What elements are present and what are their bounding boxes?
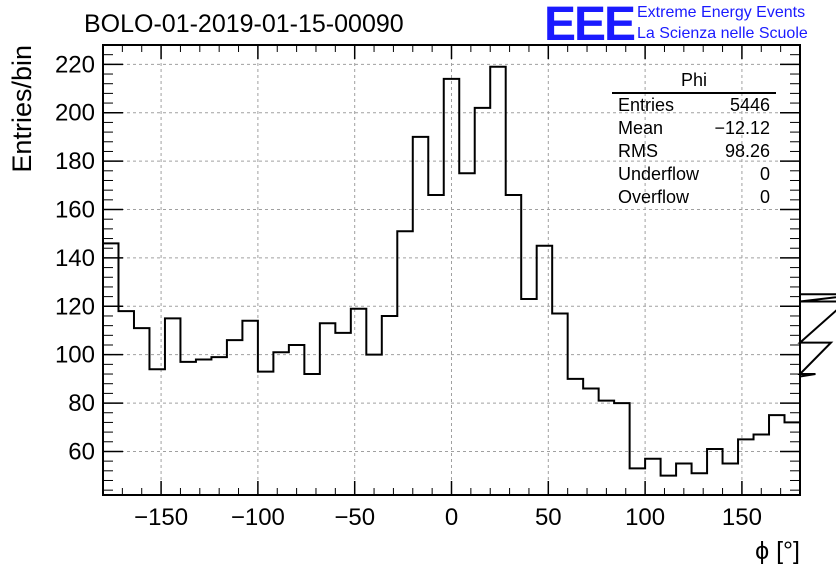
histogram-bin — [459, 173, 474, 495]
histogram-bin — [630, 468, 645, 495]
histogram-bin — [723, 464, 738, 495]
histogram-bin — [289, 345, 304, 495]
x-tick-label: −50 — [334, 504, 375, 531]
x-tick-label: 100 — [625, 504, 665, 531]
x-tick-label: 50 — [535, 504, 562, 531]
stats-row-rms: RMS 98.26 — [612, 140, 776, 163]
histogram-bin — [645, 459, 660, 495]
histogram-bin — [490, 67, 505, 495]
stats-row-entries: Entries 5446 — [612, 94, 776, 117]
histogram-bin — [320, 323, 335, 495]
stats-label: Underflow — [618, 164, 700, 184]
histogram-bin — [304, 374, 319, 495]
histogram-bin — [397, 231, 412, 495]
stats-value: 0 — [759, 164, 770, 184]
stats-row-underflow: Underflow 0 — [612, 163, 776, 186]
stats-row-mean: Mean −12.12 — [612, 117, 776, 140]
y-tick-label: 200 — [55, 100, 95, 127]
histogram-bin — [413, 137, 428, 495]
histogram-bin — [568, 379, 583, 495]
histogram-bin — [521, 299, 536, 495]
stats-label: Entries — [618, 95, 675, 115]
histogram-bin — [165, 318, 180, 495]
histogram-bin — [196, 360, 211, 495]
histogram-bin — [614, 403, 629, 495]
histogram-bin — [227, 340, 242, 495]
histogram-bin — [506, 195, 521, 495]
x-tick-label: 0 — [445, 504, 458, 531]
y-tick-label: 180 — [55, 148, 95, 175]
stats-value: 98.26 — [724, 141, 770, 161]
y-tick-label: 160 — [55, 197, 95, 224]
histogram-bin — [537, 246, 552, 495]
histogram-bin — [335, 333, 350, 495]
stats-value: −12.12 — [714, 118, 770, 138]
histogram-bin — [785, 422, 800, 495]
stats-title: Phi — [612, 70, 776, 94]
eee-logo-line2: La Scienza nelle Scuole — [637, 25, 808, 42]
y-tick-label: 220 — [55, 51, 95, 78]
y-tick-label: 100 — [55, 342, 95, 369]
histogram-bin — [351, 309, 366, 495]
x-tick-labels: −150 −100 −50 0 50 100 150 — [134, 504, 762, 531]
stats-label: Mean — [618, 118, 664, 138]
stats-value: 0 — [759, 187, 770, 207]
histogram-bin — [661, 476, 676, 495]
histogram-bin — [707, 449, 722, 495]
histogram-bin — [242, 321, 257, 495]
x-axis-label: ϕ [°] — [755, 537, 800, 565]
stats-row-overflow: Overflow 0 — [612, 186, 776, 209]
x-tick-label: −150 — [134, 504, 188, 531]
y-tick-label: 80 — [68, 390, 95, 417]
stats-label: RMS — [618, 141, 658, 161]
y-tick-labels: 60 80 100 120 140 160 180 200 220 — [55, 51, 95, 465]
grid-lines — [103, 45, 800, 495]
stats-label: Overflow — [618, 187, 690, 207]
histogram-bin — [134, 328, 149, 495]
histogram-bin — [273, 352, 288, 495]
stats-box: Phi Entries 5446 Mean −12.12 RMS 98.26 U… — [612, 70, 776, 209]
y-axis-label: Entries/bin — [7, 45, 37, 173]
histogram-bin — [583, 389, 598, 495]
histogram-bin — [552, 314, 567, 495]
histogram-bin — [738, 439, 753, 495]
histogram-bin — [692, 473, 707, 495]
histogram-bin — [180, 362, 195, 495]
y-tick-label: 120 — [55, 293, 95, 320]
eee-logo-mark: EEE — [544, 0, 636, 51]
x-tick-label: 150 — [722, 504, 762, 531]
histogram-bin — [769, 415, 784, 495]
y-tick-label: 140 — [55, 245, 95, 272]
histogram-step-line — [103, 65, 836, 477]
histogram-bin — [599, 401, 614, 495]
histogram-bin — [211, 357, 226, 495]
histogram-bin — [366, 355, 381, 495]
histogram-bin — [149, 369, 164, 495]
histogram-bin — [475, 108, 490, 495]
x-tick-label: −100 — [231, 504, 285, 531]
y-tick-label: 60 — [68, 438, 95, 465]
histogram-bin — [258, 372, 273, 495]
histogram-bin — [428, 195, 443, 495]
chart-title: BOLO-01-2019-01-15-00090 — [84, 10, 404, 38]
histogram-bin — [382, 316, 397, 495]
axis-ticks — [102, 45, 801, 495]
stats-value: 5446 — [729, 95, 770, 115]
histogram-bin — [754, 435, 769, 495]
eee-logo-line1: Extreme Energy Events — [637, 4, 806, 21]
histogram-bin — [103, 243, 118, 495]
